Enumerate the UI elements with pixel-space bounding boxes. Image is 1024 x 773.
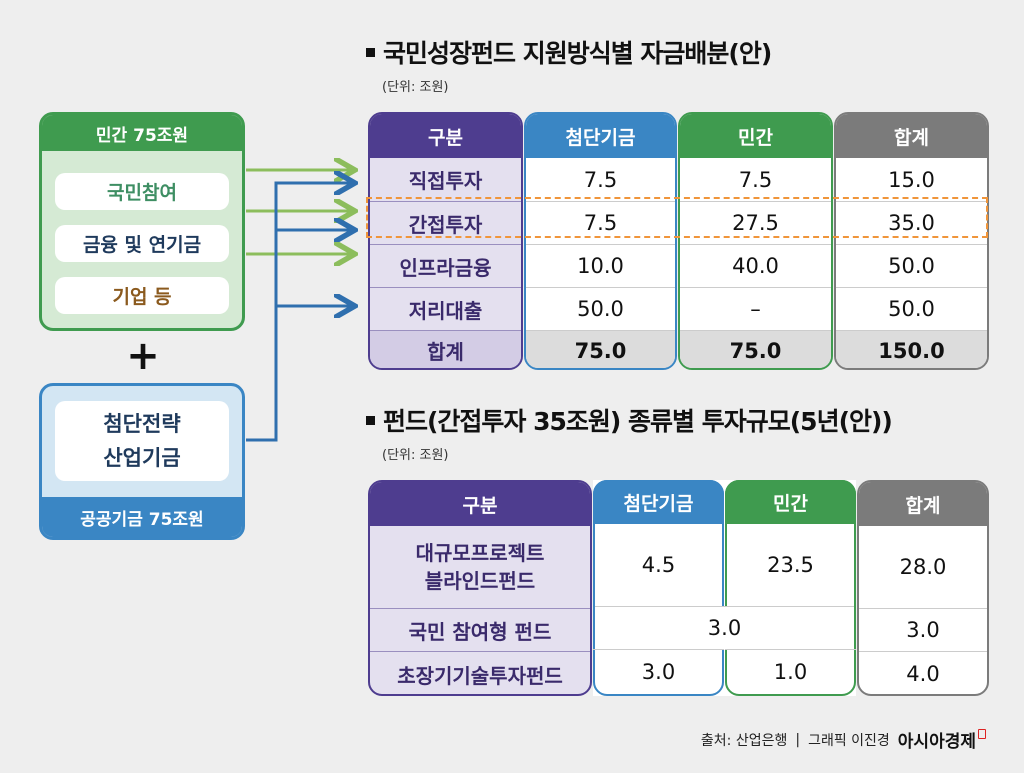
table1-sum-cell: 75.0 xyxy=(680,330,831,368)
table1-cell: 15.0 xyxy=(888,167,935,192)
table1-row-sum-label: 합계 xyxy=(370,330,521,368)
table1-row-indirect-label: 간접투자 xyxy=(370,201,521,244)
graphic-credit: 그래픽 이진경 xyxy=(808,732,890,749)
table1-cell: 35.0 xyxy=(836,201,987,244)
table1-col-advanced: 첨단기금 7.5 7.5 10.0 50.0 75.0 xyxy=(524,112,677,370)
table2-header-private: 민간 xyxy=(725,480,856,524)
table2-row-blind-line2: 블라인드펀드 xyxy=(424,569,536,593)
table1-cell: 40.0 xyxy=(680,244,831,287)
table2-mid-region: 첨단기금 민간 4.5 23.5 3.0 3.0 1.0 xyxy=(593,480,856,696)
table1-header-category: 구분 xyxy=(370,114,521,158)
table2-row-blind-line1: 대규모프로젝트 xyxy=(415,541,545,565)
credit-divider: | xyxy=(795,731,801,748)
source-text: 출처: 산업은행 xyxy=(700,732,788,749)
table1-header-total: 합계 xyxy=(836,114,987,158)
public-fund-footer: 공공기금 75조원 xyxy=(42,497,242,537)
table2-row-blind-label: 대규모프로젝트 블라인드펀드 xyxy=(370,526,590,608)
table2-title-text: 펀드(간접투자 35조원) 종류별 투자규모(5년(안)) xyxy=(383,407,893,436)
table2-cell: 4.0 xyxy=(859,651,987,694)
brand-logo: 아시아경제 xyxy=(897,732,976,752)
private-item-citizen: 국민참여 xyxy=(55,173,229,210)
private-fund-header: 민간 75조원 xyxy=(42,115,242,151)
table1-cell: 50.0 xyxy=(836,244,987,287)
table1-sum-cell: 75.0 xyxy=(526,330,675,368)
table2-row-longterm-label: 초장기기술투자펀드 xyxy=(370,651,590,694)
plus-sign: + xyxy=(126,333,160,379)
table1-row-loan-label: 저리대출 xyxy=(370,287,521,330)
table2-unit: (단위: 조원) xyxy=(382,448,449,463)
private-fund-box: 민간 75조원 국민참여 금융 및 연기금 기업 등 xyxy=(39,112,245,331)
table2-merged-cell: 3.0 xyxy=(595,606,854,649)
table2-cell: 3.0 xyxy=(593,649,724,694)
table1-row-direct-label: 직접투자 xyxy=(408,169,483,193)
table1-header-advanced: 첨단기금 xyxy=(526,114,675,158)
table2-cell: 28.0 xyxy=(899,555,947,579)
blue-arrows xyxy=(246,183,352,442)
table1-cell: 50.0 xyxy=(526,287,675,330)
bullet-square-icon xyxy=(366,415,375,425)
public-fund-inner: 첨단전략 산업기금 xyxy=(55,401,229,481)
public-fund-box: 첨단전략 산업기금 공공기금 75조원 xyxy=(39,383,245,540)
table1-col-private: 민간 7.5 27.5 40.0 – 75.0 xyxy=(678,112,833,370)
table1-cell: 50.0 xyxy=(836,287,987,330)
table1-cell: – xyxy=(680,287,831,330)
table1-unit: (단위: 조원) xyxy=(382,80,449,95)
table1-cell: 7.5 xyxy=(583,167,618,192)
table1-title-text: 국민성장펀드 지원방식별 자금배분(안) xyxy=(383,39,772,68)
table2-col-label: 구분 대규모프로젝트 블라인드펀드 국민 참여형 펀드 초장기기술투자펀드 xyxy=(368,480,592,696)
table2-row-citizen-label: 국민 참여형 펀드 xyxy=(370,608,590,651)
green-arrows xyxy=(246,170,352,254)
table1-cell: 27.5 xyxy=(680,201,831,244)
public-inner-line2: 산업기금 xyxy=(103,446,181,470)
table2-title: 펀드(간접투자 35조원) 종류별 투자규모(5년(안)) xyxy=(366,402,893,438)
table1-title: 국민성장펀드 지원방식별 자금배분(안) xyxy=(366,34,772,70)
table1-cell: 7.5 xyxy=(526,201,675,244)
brand-mark-icon xyxy=(978,728,986,739)
table2-header-category: 구분 xyxy=(370,482,590,526)
table1-cell: 7.5 xyxy=(738,167,773,192)
private-item-company: 기업 등 xyxy=(55,277,229,314)
table1-cell: 10.0 xyxy=(526,244,675,287)
table2-cell: 4.5 xyxy=(641,553,676,577)
table2-cell: 1.0 xyxy=(725,649,856,694)
indirect-row-highlight xyxy=(366,197,988,238)
private-item-finance: 금융 및 연기금 xyxy=(55,225,229,262)
table2-col-total: 합계 28.0 3.0 4.0 xyxy=(857,480,989,696)
table1-col-label: 구분 직접투자 간접투자 인프라금융 저리대출 합계 xyxy=(368,112,523,370)
table2-header-total: 합계 xyxy=(859,482,987,526)
credits: 출처: 산업은행 | 그래픽 이진경 아시아경제 xyxy=(701,727,986,752)
public-inner-line1: 첨단전략 xyxy=(103,412,181,436)
table1-header-private: 민간 xyxy=(680,114,831,158)
table2-header-advanced: 첨단기금 xyxy=(593,480,724,524)
table2-cell: 3.0 xyxy=(859,608,987,651)
bullet-square-icon xyxy=(366,47,375,57)
table1-sum-cell: 150.0 xyxy=(836,330,987,368)
table1-row-infra-label: 인프라금융 xyxy=(370,244,521,287)
table1-col-total: 합계 15.0 35.0 50.0 50.0 150.0 xyxy=(834,112,989,370)
table2-cell: 23.5 xyxy=(767,553,814,577)
